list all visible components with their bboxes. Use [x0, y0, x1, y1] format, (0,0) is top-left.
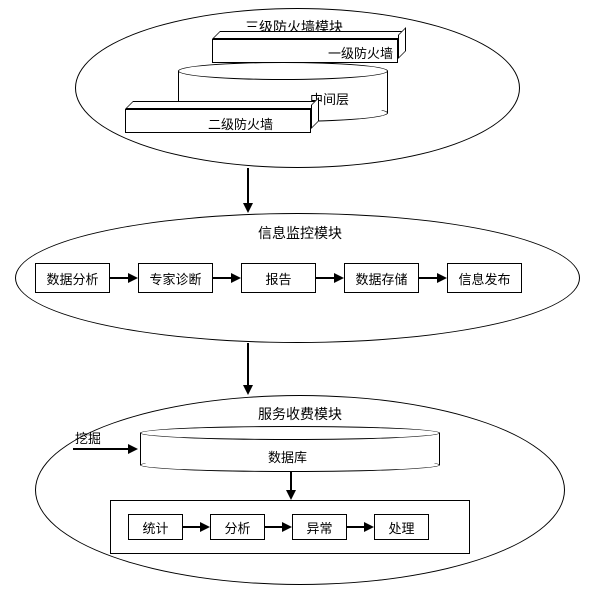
- monitor-step-storage: 数据存储: [344, 263, 419, 293]
- billing-step-anomaly: 异常: [292, 514, 347, 540]
- billing-arrow-head-3: [364, 522, 374, 532]
- arrow-monitor-to-billing: [247, 343, 249, 385]
- billing-step-handle: 处理: [374, 514, 429, 540]
- billing-arrow-2: [265, 526, 282, 528]
- monitor-step-expert-diag: 专家诊断: [138, 263, 213, 293]
- monitor-arrow-head-1: [128, 273, 138, 283]
- monitor-step-data-analysis: 数据分析: [35, 263, 110, 293]
- monitor-step-publish: 信息发布: [447, 263, 522, 293]
- monitor-module-title: 信息监控模块: [258, 223, 342, 243]
- database-label: 数据库: [268, 447, 307, 466]
- level2-firewall-label: 二级防火墙: [208, 114, 273, 133]
- monitor-arrow-3: [316, 277, 334, 279]
- billing-step-analysis: 分析: [210, 514, 265, 540]
- arrow-head-db: [286, 490, 296, 500]
- level1-firewall-label: 一级防火墙: [328, 43, 393, 62]
- arrow-firewall-to-monitor: [247, 168, 249, 203]
- monitor-arrow-2: [213, 277, 231, 279]
- monitor-step-report: 报告: [241, 263, 316, 293]
- billing-arrow-1: [183, 526, 200, 528]
- billing-arrow-3: [347, 526, 364, 528]
- mining-label: 挖掘: [75, 428, 101, 447]
- arrow-head-2: [243, 385, 253, 395]
- billing-arrow-head-1: [200, 522, 210, 532]
- monitor-arrow-head-2: [231, 273, 241, 283]
- billing-step-stats: 统计: [128, 514, 183, 540]
- arrow-db-to-process: [290, 472, 292, 490]
- mining-arrow: [73, 448, 128, 450]
- monitor-arrow-head-4: [437, 273, 447, 283]
- billing-arrow-head-2: [282, 522, 292, 532]
- mining-arrow-head: [128, 444, 138, 454]
- monitor-arrow-4: [419, 277, 437, 279]
- monitor-arrow-1: [110, 277, 128, 279]
- billing-module-title: 服务收费模块: [258, 404, 342, 424]
- arrow-head-1: [243, 203, 253, 213]
- monitor-arrow-head-3: [334, 273, 344, 283]
